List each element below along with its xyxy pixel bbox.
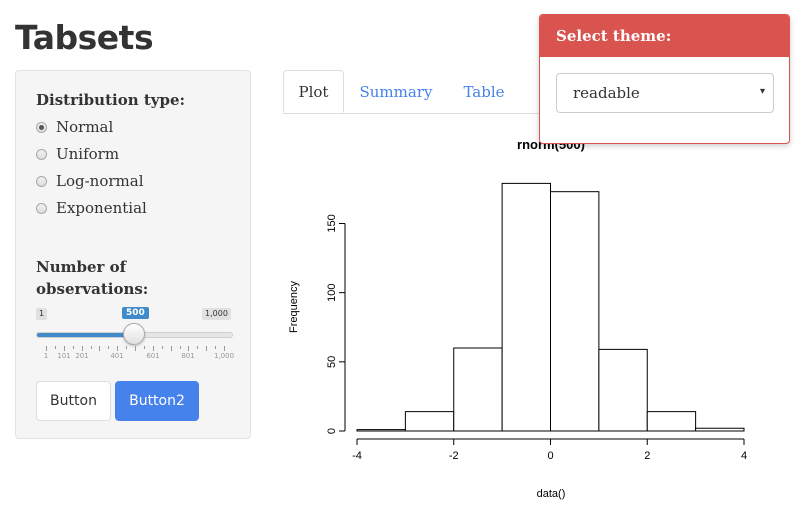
slider-tick-label: 101	[57, 352, 71, 360]
radio-exponential-indicator[interactable]	[36, 202, 47, 214]
x-tick-label: 0	[547, 450, 553, 462]
button2[interactable]: Button2	[115, 381, 199, 421]
radio-log-normal[interactable]: Log-normal	[36, 170, 144, 192]
slider-tick-label: 601	[146, 352, 160, 360]
slider-tick	[90, 346, 92, 349]
slider-tick	[179, 346, 181, 349]
slider-tick	[135, 346, 136, 351]
slider-tick	[63, 346, 65, 351]
observations-label: Number of observations:	[36, 256, 148, 300]
slider-fill	[37, 333, 136, 337]
y-tick-label: 150	[326, 214, 338, 232]
slider-tick-label: 201	[75, 352, 89, 360]
slider-tick	[54, 346, 56, 349]
theme-select[interactable]: readable ▾	[556, 73, 774, 113]
page-title: Tabsets	[15, 18, 154, 57]
radio-normal[interactable]: Normal	[36, 116, 113, 138]
slider-tick-label: 801	[181, 352, 195, 360]
histogram-bar	[646, 411, 697, 432]
radio-log-normal-indicator[interactable]	[36, 175, 47, 187]
observations-label-line1: Number of	[36, 258, 127, 276]
sidebar-panel: Distribution type: Normal Uniform Log-no…	[15, 70, 251, 439]
radio-uniform-label: Uniform	[56, 145, 120, 163]
y-tick-label: 0	[326, 428, 338, 434]
slider-min-label: 1	[36, 308, 48, 320]
slider-max-label: 1,000	[202, 308, 231, 320]
x-axis: -4 -2 0 2 4	[352, 438, 747, 462]
slider-tick	[188, 346, 190, 351]
chevron-down-icon: ▾	[759, 86, 765, 97]
distribution-type-label: Distribution type:	[36, 91, 186, 109]
histogram-bar	[550, 191, 600, 432]
slider-tick	[215, 346, 217, 349]
theme-select-value: readable	[573, 84, 640, 102]
theme-selector-header: Select theme:	[540, 15, 789, 57]
y-tick-label: 50	[326, 356, 338, 368]
histogram-bar	[404, 411, 455, 432]
x-tick-label: 2	[644, 450, 650, 462]
radio-uniform[interactable]: Uniform	[36, 143, 119, 165]
slider-tick	[117, 346, 119, 351]
slider-tick	[170, 346, 172, 351]
slider-tick	[206, 346, 208, 351]
histogram-bar	[453, 347, 503, 432]
radio-normal-indicator[interactable]	[36, 121, 47, 133]
radio-normal-label: Normal	[56, 118, 114, 136]
radio-exponential[interactable]: Exponential	[36, 197, 147, 219]
x-axis-label: data()	[537, 488, 566, 500]
histogram-bar	[695, 427, 745, 432]
radio-log-normal-label: Log-normal	[56, 172, 144, 190]
slider-tick	[152, 346, 154, 351]
histogram-bar	[356, 429, 406, 432]
button[interactable]: Button	[36, 381, 111, 421]
y-axis-label: Frequency	[288, 281, 300, 333]
tab-table[interactable]: Table	[463, 82, 505, 101]
slider-tick	[126, 346, 128, 349]
slider-tick-label: 1,000	[213, 352, 235, 360]
slider-tick	[143, 346, 145, 349]
slider-value-label: 500	[122, 307, 149, 319]
slider-tick	[161, 346, 163, 349]
slider-tick	[224, 346, 225, 351]
slider-tick	[99, 346, 101, 351]
radio-exponential-label: Exponential	[56, 199, 147, 217]
y-tick-label: 100	[326, 283, 338, 301]
y-axis: 0 50 100 150	[326, 214, 346, 434]
slider-tick-label: 1	[43, 352, 49, 360]
histogram-bar	[501, 182, 551, 432]
histogram-bars	[356, 182, 745, 432]
slider-tick	[197, 346, 199, 349]
slider-tick	[46, 346, 47, 351]
x-tick-label: 4	[741, 450, 747, 462]
x-tick-label: -2	[449, 450, 459, 462]
observations-label-line2: observations:	[36, 280, 149, 298]
theme-selector-panel: Select theme: readable ▾	[539, 14, 790, 144]
slider-tick	[108, 346, 110, 349]
slider-tick	[81, 346, 83, 351]
histogram-bar	[598, 348, 648, 432]
radio-uniform-indicator[interactable]	[36, 148, 47, 160]
slider-handle[interactable]	[123, 323, 146, 345]
slider-tick-label: 401	[110, 352, 124, 360]
tab-bar: Plot Summary Table	[283, 70, 788, 114]
slider-tick	[72, 346, 74, 349]
tab-summary[interactable]: Summary	[359, 82, 433, 101]
tab-plot[interactable]: Plot	[283, 70, 344, 113]
x-tick-label: -4	[352, 450, 362, 462]
